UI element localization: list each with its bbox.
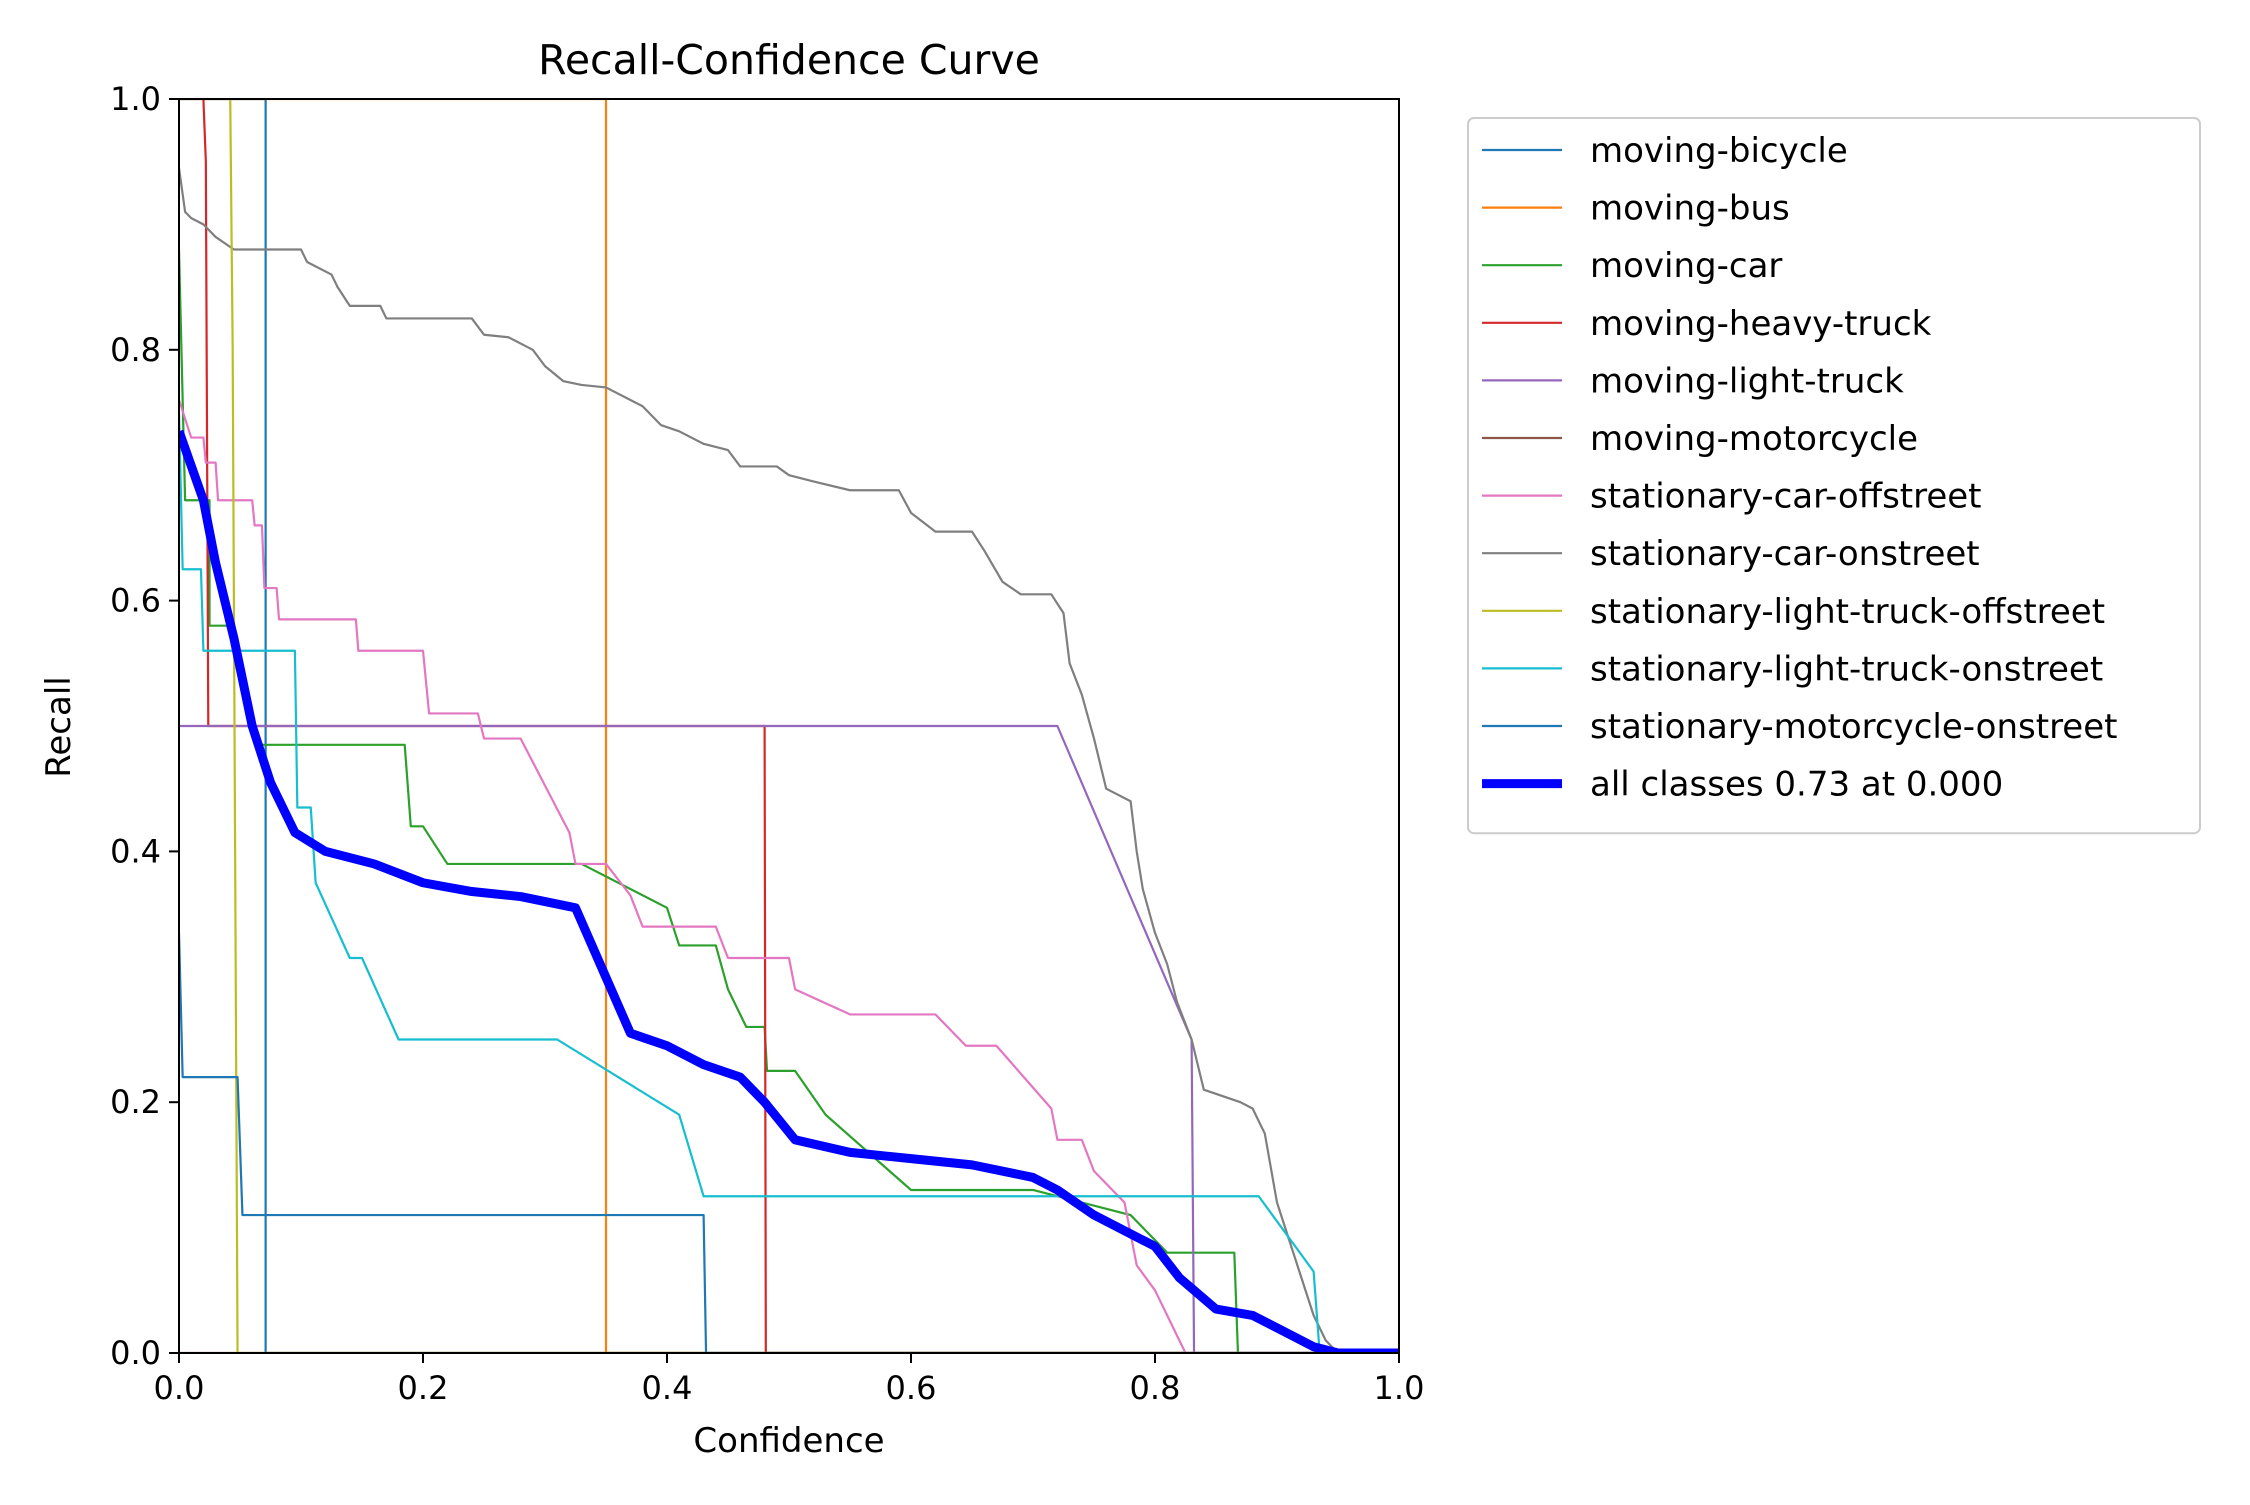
x-tick-label: 0.8 [1130,1369,1181,1407]
y-tick-label: 0.6 [110,582,161,620]
x-tick-label: 1.0 [1374,1369,1425,1407]
y-tick-label: 0.4 [110,832,161,870]
legend-label: moving-motorcycle [1590,419,1918,459]
series-line-stationary-motorcycle-onstreet [179,932,1399,1353]
plot-area: 0.0 0.2 0.4 0.6 0.8 1.0 0.0 0.2 0.4 0.6 0.8 1.0 [110,80,1424,1407]
legend-label: stationary-car-offstreet [1590,477,1982,517]
legend-label: moving-car [1590,246,1782,286]
series-line-stationary-car-onstreet [179,167,1399,1353]
series-lines [179,99,1399,1353]
x-tick-label: 0.2 [398,1369,449,1407]
y-tick-label: 0.2 [110,1083,161,1121]
legend-box [1467,117,2201,835]
series-line-all-classes [179,429,1399,1353]
x-tick-label: 0.4 [642,1369,693,1407]
legend: moving-bicycle moving-bus moving-car moving… [1467,117,2201,835]
legend-label: moving-bicycle [1590,131,1848,171]
chart-title: Recall-Confidence Curve [538,36,1040,84]
series-line-stationary-car-offstreet [179,399,1399,1353]
y-tick-label: 1.0 [110,80,161,118]
x-axis-label: Confidence [693,1421,884,1461]
y-tick-label: 0.0 [110,1334,161,1372]
legend-label: moving-light-truck [1590,361,1904,401]
plot-frame [178,98,1400,1354]
y-axis-label: Recall [39,676,79,777]
x-tick-label: 0.0 [154,1369,205,1407]
legend-label: stationary-car-onstreet [1590,534,1980,574]
legend-label: all classes 0.73 at 0.000 [1590,765,2003,805]
y-tick-label: 0.8 [110,331,161,369]
legend-label: stationary-motorcycle-onstreet [1590,707,2117,747]
series-line-stationary-light-truck-offstreet [229,99,1399,1353]
series-line-stationary-light-truck-onstreet [179,412,1399,1353]
legend-label: stationary-light-truck-offstreet [1590,592,2105,632]
legend-label: moving-bus [1590,189,1790,229]
legend-label: moving-heavy-truck [1590,304,1932,344]
legend-label: stationary-light-truck-onstreet [1590,649,2103,689]
x-tick-label: 0.6 [886,1369,937,1407]
